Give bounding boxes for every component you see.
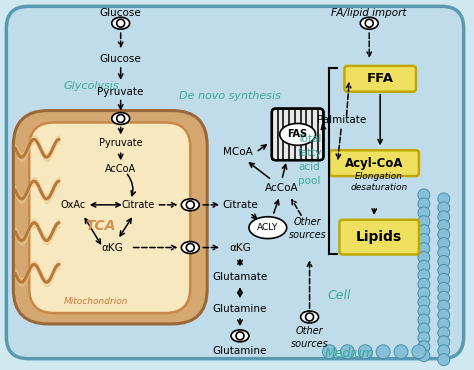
Circle shape — [418, 198, 430, 210]
Text: Lipids: Lipids — [356, 230, 402, 244]
Text: De novo synthesis: De novo synthesis — [179, 91, 281, 101]
Ellipse shape — [365, 19, 373, 27]
Circle shape — [438, 336, 450, 348]
Circle shape — [438, 220, 450, 232]
Ellipse shape — [306, 313, 313, 321]
Circle shape — [438, 273, 450, 285]
Circle shape — [418, 189, 430, 201]
Text: Citrate: Citrate — [222, 200, 258, 210]
Circle shape — [438, 265, 450, 276]
Circle shape — [418, 305, 430, 317]
Circle shape — [438, 193, 450, 205]
Ellipse shape — [112, 112, 129, 124]
Circle shape — [418, 341, 430, 353]
Ellipse shape — [360, 17, 378, 29]
Text: Citrate: Citrate — [122, 200, 155, 210]
Ellipse shape — [112, 17, 129, 29]
Text: Mitochondrion: Mitochondrion — [64, 297, 128, 306]
Circle shape — [418, 207, 430, 219]
Circle shape — [340, 345, 354, 359]
Ellipse shape — [280, 124, 316, 145]
Text: Medium: Medium — [324, 347, 374, 360]
Circle shape — [418, 260, 430, 272]
Circle shape — [438, 354, 450, 366]
Text: αKG: αKG — [102, 242, 124, 253]
FancyBboxPatch shape — [6, 6, 464, 359]
Text: Glutamate: Glutamate — [212, 272, 268, 282]
Circle shape — [438, 327, 450, 339]
Ellipse shape — [249, 217, 287, 239]
Circle shape — [438, 202, 450, 214]
Circle shape — [418, 278, 430, 290]
FancyBboxPatch shape — [339, 220, 419, 255]
Circle shape — [418, 350, 430, 361]
Circle shape — [418, 225, 430, 236]
Circle shape — [418, 296, 430, 308]
Ellipse shape — [231, 330, 249, 342]
Ellipse shape — [186, 201, 194, 209]
FancyBboxPatch shape — [272, 108, 323, 160]
Text: Glucose: Glucose — [100, 8, 142, 18]
Text: OxAc: OxAc — [60, 200, 86, 210]
Circle shape — [438, 238, 450, 249]
Text: FFA: FFA — [367, 72, 393, 85]
Ellipse shape — [117, 19, 125, 27]
Ellipse shape — [186, 243, 194, 252]
Text: Elongation
desaturation: Elongation desaturation — [351, 172, 408, 192]
Text: Pyruvate: Pyruvate — [99, 138, 143, 148]
Circle shape — [418, 233, 430, 246]
Text: AcCoA: AcCoA — [105, 164, 136, 174]
Text: FAS: FAS — [288, 130, 308, 139]
Text: Glycolysis: Glycolysis — [63, 81, 118, 91]
FancyBboxPatch shape — [329, 150, 419, 176]
Text: Palmitate: Palmitate — [317, 115, 366, 125]
Ellipse shape — [117, 115, 125, 122]
Circle shape — [418, 252, 430, 263]
Text: Other
sources: Other sources — [291, 326, 328, 349]
FancyBboxPatch shape — [29, 122, 190, 313]
Circle shape — [438, 318, 450, 330]
Text: ACLY: ACLY — [257, 223, 279, 232]
Text: FA/lipid import: FA/lipid import — [331, 8, 407, 18]
Text: Acyl-CoA: Acyl-CoA — [345, 157, 403, 170]
FancyBboxPatch shape — [345, 66, 416, 92]
Ellipse shape — [236, 332, 244, 340]
Circle shape — [418, 314, 430, 326]
Circle shape — [438, 291, 450, 303]
Circle shape — [412, 345, 426, 359]
Circle shape — [438, 229, 450, 240]
Text: Glucose: Glucose — [100, 54, 142, 64]
Ellipse shape — [301, 311, 319, 323]
Circle shape — [438, 309, 450, 321]
Text: Pyruvate: Pyruvate — [98, 87, 144, 97]
Ellipse shape — [182, 199, 199, 211]
Circle shape — [438, 345, 450, 357]
Circle shape — [418, 269, 430, 281]
Circle shape — [418, 243, 430, 255]
Text: Glutamine: Glutamine — [213, 346, 267, 356]
FancyBboxPatch shape — [13, 111, 207, 324]
Text: MCoA: MCoA — [223, 147, 253, 157]
Ellipse shape — [182, 242, 199, 253]
Circle shape — [438, 211, 450, 223]
Text: Cell: Cell — [328, 289, 351, 302]
Circle shape — [418, 332, 430, 344]
Circle shape — [438, 282, 450, 294]
Circle shape — [418, 287, 430, 299]
Text: Other
sources: Other sources — [289, 217, 327, 240]
Circle shape — [394, 345, 408, 359]
Text: αKG: αKG — [229, 242, 251, 253]
Circle shape — [438, 246, 450, 258]
Text: AcCoA: AcCoA — [265, 183, 299, 193]
Circle shape — [418, 216, 430, 228]
Circle shape — [376, 345, 390, 359]
Text: Glutamine: Glutamine — [213, 304, 267, 314]
Circle shape — [438, 300, 450, 312]
Circle shape — [322, 345, 337, 359]
Circle shape — [418, 323, 430, 335]
Circle shape — [358, 345, 372, 359]
Text: Total
fatty
acid
pool: Total fatty acid pool — [297, 134, 322, 186]
Circle shape — [438, 255, 450, 268]
Text: TCA: TCA — [86, 219, 116, 233]
